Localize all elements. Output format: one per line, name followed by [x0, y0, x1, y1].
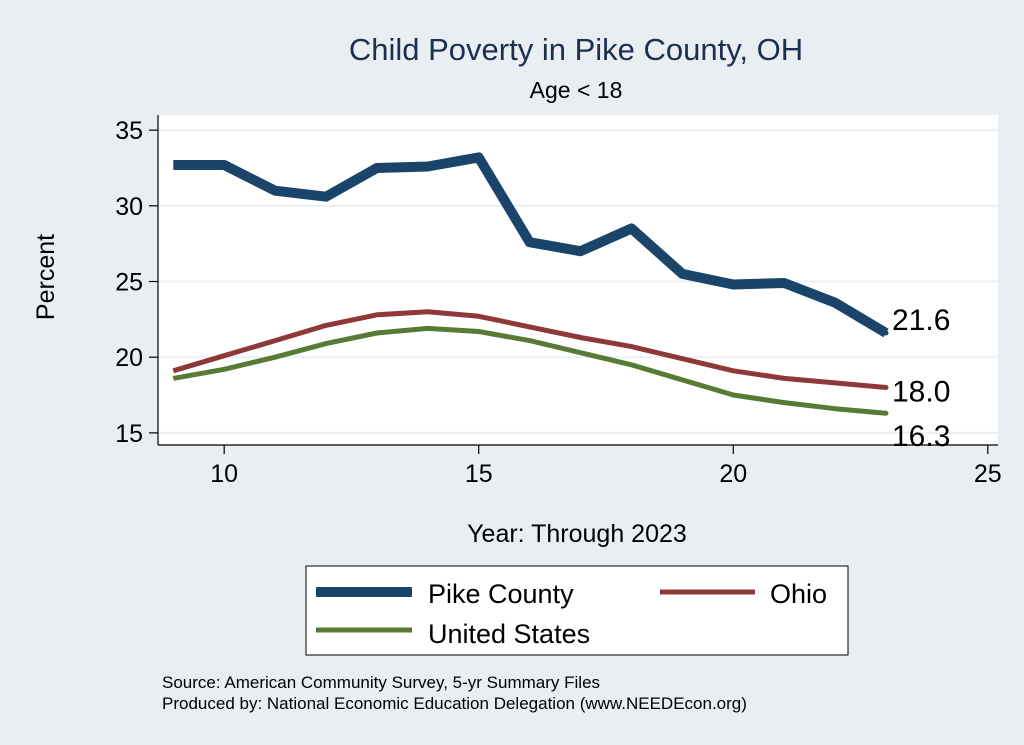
y-tick-label-15: 15 — [115, 420, 143, 448]
chart-title: Child Poverty in Pike County, OH — [349, 32, 803, 67]
series-end-labels: 21.6 18.0 16.3 — [883, 304, 950, 453]
end-label-united-states: 16.3 — [892, 420, 950, 453]
grid-lines — [158, 129, 998, 434]
source-note: Source: American Community Survey, 5-yr … — [162, 673, 600, 692]
chart-subtitle: Age < 18 — [530, 77, 623, 103]
axes — [157, 115, 998, 446]
x-axis-label: Year: Through 2023 — [467, 520, 687, 548]
series-line-ohio — [172, 309, 887, 390]
series-lines — [172, 152, 889, 416]
plot-area — [158, 115, 998, 445]
legend-label-ohio: Ohio — [770, 579, 827, 609]
x-axis-ticks: 10 15 20 25 — [210, 445, 1002, 488]
legend: Pike County Ohio United States — [305, 565, 849, 656]
y-axis-ticks: 15 20 25 30 35 — [115, 117, 158, 448]
legend-label-pike-county: Pike County — [428, 579, 574, 609]
series-line-united-states — [172, 325, 887, 416]
y-axis-label: Percent — [32, 234, 60, 320]
x-tick-label-15: 15 — [465, 460, 493, 488]
legend-box — [305, 565, 849, 656]
end-point-pike-county — [883, 330, 889, 336]
end-label-pike-county: 21.6 — [892, 304, 950, 337]
end-point-united-states — [883, 410, 889, 416]
end-point-ohio — [883, 384, 889, 390]
y-tick-label-30: 30 — [115, 193, 143, 221]
legend-label-united-states: United States — [428, 619, 590, 649]
series-line-pike-county — [173, 152, 889, 338]
x-tick-label-25: 25 — [974, 460, 1002, 488]
producer-note: Produced by: National Economic Education… — [162, 694, 747, 713]
y-tick-label-35: 35 — [115, 117, 143, 145]
y-tick-label-25: 25 — [115, 269, 143, 297]
x-tick-label-10: 10 — [210, 460, 238, 488]
end-label-ohio: 18.0 — [892, 375, 950, 408]
y-tick-label-20: 20 — [115, 344, 143, 372]
x-tick-label-20: 20 — [719, 460, 747, 488]
